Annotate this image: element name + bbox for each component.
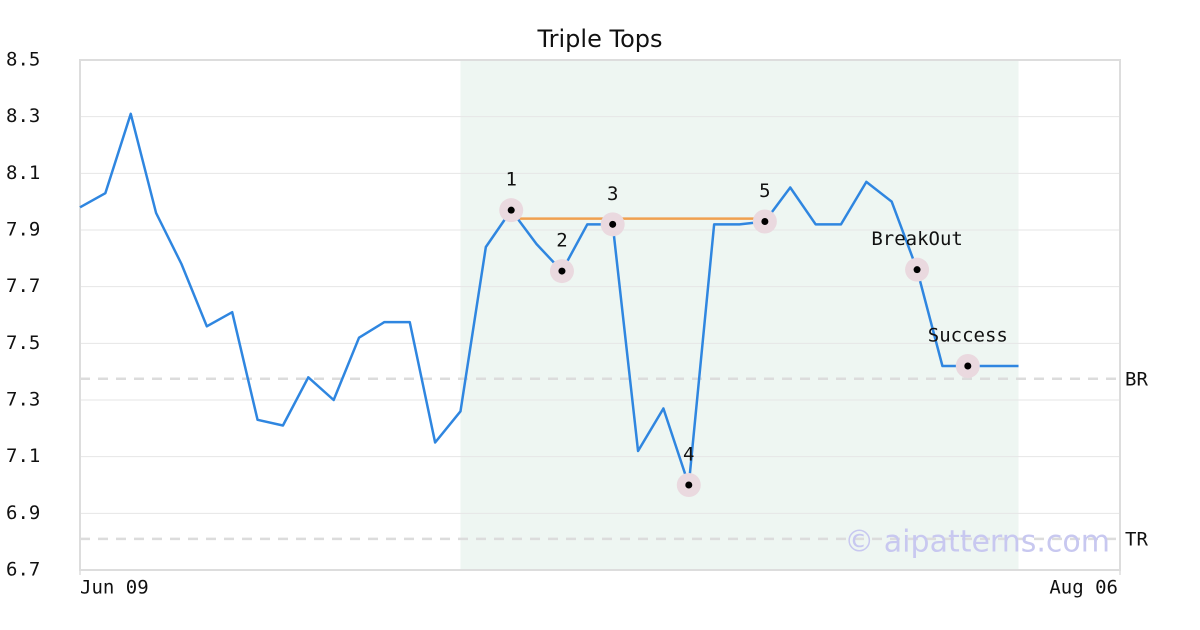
pivot-dot (558, 267, 566, 275)
y-tick-label: 6.7 (6, 559, 40, 581)
y-tick-label: 8.1 (6, 162, 40, 184)
pivot-dot (913, 266, 921, 274)
y-tick-label: 7.5 (6, 332, 40, 354)
y-tick-label: 7.9 (6, 219, 40, 241)
pivot-label: 4 (683, 444, 694, 466)
pivot-label: 2 (556, 230, 567, 252)
pivot-dot (761, 218, 769, 225)
y-tick-label: 7.3 (6, 389, 40, 411)
y-tick-label: 7.1 (6, 445, 40, 467)
pivot-label: BreakOut (871, 228, 963, 250)
y-tick-label: 8.5 (6, 49, 40, 71)
pivot-label: 1 (505, 169, 516, 191)
x-tick-label: Jun 09 (80, 577, 149, 599)
chart-title: Triple Tops (537, 25, 663, 53)
pivot-label: 3 (607, 183, 618, 205)
y-tick-label: 6.9 (6, 502, 40, 524)
pivot-dot (609, 220, 617, 228)
pivot-label: 5 (759, 180, 770, 202)
level-label: BR (1125, 368, 1148, 390)
pivot-dot (964, 362, 972, 370)
x-tick-label: Aug 06 (1049, 577, 1118, 599)
pattern-region (460, 60, 1019, 570)
pivot-dot (685, 481, 693, 489)
watermark: © aipatterns.com (844, 525, 1110, 560)
pivot-dot (507, 206, 515, 214)
level-label: TR (1125, 528, 1148, 550)
pivot-label: Success (928, 325, 1008, 347)
y-tick-label: 8.3 (6, 105, 40, 127)
y-tick-label: 7.7 (6, 275, 40, 297)
plot-frame (79, 59, 1121, 571)
price-line (79, 112, 1019, 487)
